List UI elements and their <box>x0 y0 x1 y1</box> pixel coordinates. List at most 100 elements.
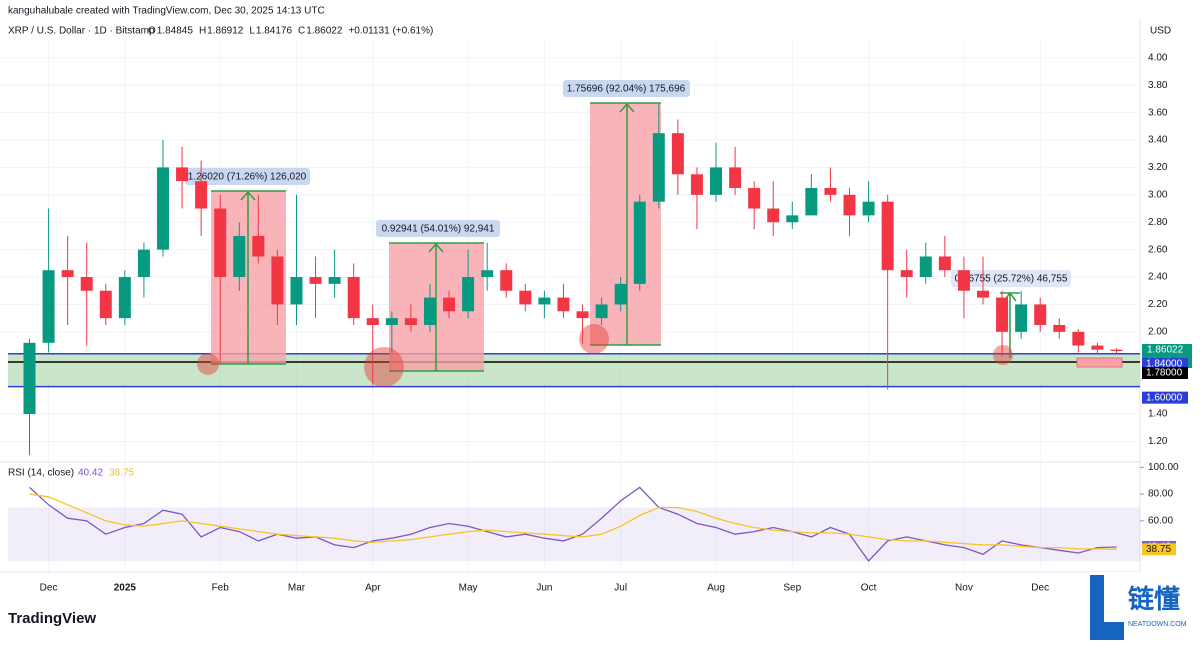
candle-body <box>900 270 913 278</box>
brand: TradingView <box>8 610 96 627</box>
currency: USD <box>1150 26 1171 37</box>
candle-body <box>271 256 284 305</box>
candle-body <box>862 201 875 216</box>
y-tick-label: 80.00 <box>1148 489 1173 500</box>
candle-body <box>805 187 818 216</box>
candle-body <box>1053 324 1066 332</box>
value-tag <box>1142 543 1176 556</box>
level-tag <box>1142 366 1188 379</box>
legend-value: 38.75 <box>109 468 134 479</box>
watermark-logo <box>1090 575 1124 640</box>
candle-body <box>328 277 341 284</box>
symbol: XRP / U.S. Dollar · 1D · Bitstamp <box>8 26 155 37</box>
x-tick-label: Nov <box>955 583 973 594</box>
marker-circle <box>993 345 1013 365</box>
x-tick-label: Jul <box>614 583 627 594</box>
candle-body <box>748 187 761 209</box>
candle-body <box>595 304 608 319</box>
candle-body <box>214 208 227 278</box>
candle-body <box>462 277 475 312</box>
y-tick-label: 60.00 <box>1148 515 1173 526</box>
x-tick-label: Feb <box>212 583 230 594</box>
candle-body <box>347 277 360 319</box>
rsi-band <box>8 507 1140 561</box>
measure-label: 0.46755 (25.72%) 46,755 <box>955 274 1068 285</box>
rsi-line <box>29 493 1117 550</box>
candle-body <box>1034 304 1047 325</box>
candle-body <box>614 283 627 305</box>
candle-body <box>23 342 36 415</box>
candle-body <box>824 187 837 195</box>
x-tick-label: Apr <box>365 583 381 594</box>
ohlc-value: 1.84845 <box>157 26 194 37</box>
candle-body <box>385 318 398 325</box>
candle-body <box>919 256 932 278</box>
candle-body <box>767 208 780 223</box>
candle-body <box>481 270 494 278</box>
value-tag-label: 38.75 <box>1146 544 1171 555</box>
measure-label: 0.92941 (54.01%) 92,941 <box>382 224 495 235</box>
measure-label-bg <box>185 168 310 185</box>
ohlc-value: 1.86912 <box>207 26 244 37</box>
candle-body <box>99 290 112 319</box>
level-label: 1.78000 <box>1146 368 1183 379</box>
candle-body <box>500 270 513 291</box>
candle-body <box>690 174 703 195</box>
measure-arrows <box>211 102 1020 372</box>
candle-body <box>137 249 150 278</box>
candle-body <box>633 201 646 284</box>
y-tick-label: 3.80 <box>1148 80 1168 91</box>
x-tick-label: Oct <box>861 583 877 594</box>
watermark-site: NEATDOWN.COM <box>1128 621 1187 628</box>
candle-body <box>309 277 322 284</box>
y-tick-label: 100.00 <box>1148 462 1179 473</box>
measure-label-bg <box>376 220 500 237</box>
y-tick-label: 3.40 <box>1148 135 1168 146</box>
y-tick-label: 1.20 <box>1148 436 1168 447</box>
candle-body <box>576 311 589 319</box>
candle-body <box>290 277 303 305</box>
y-tick-label: 3.00 <box>1148 189 1168 200</box>
marker-circle <box>197 353 219 375</box>
x-tick-label: Dec <box>1031 583 1049 594</box>
candle-body <box>881 201 894 271</box>
drawings: 1.26020 (71.26%) 126,020 0.92941 (54.01%… <box>185 80 1123 387</box>
level-tag <box>1142 357 1188 370</box>
y-tick-label: 2.60 <box>1148 244 1168 255</box>
support-zone <box>8 353 1140 387</box>
measure-label: 1.75696 (92.04%) 175,696 <box>567 84 686 95</box>
candle-body <box>252 235 265 257</box>
ohlc-key: O <box>148 26 156 37</box>
candle-body <box>118 277 131 319</box>
last-price: 1.86022 <box>1147 345 1184 356</box>
legend-value: 40.42 <box>78 468 103 479</box>
candle-body <box>80 277 93 291</box>
x-tick-label: May <box>459 583 478 594</box>
candle-body <box>557 297 570 312</box>
watermark: 链懂 <box>1128 584 1180 614</box>
y-tick-label: 4.00 <box>1148 52 1168 63</box>
change: +0.01131 (+0.61%) <box>348 26 433 37</box>
candle-body <box>538 297 551 305</box>
level-label: 1.84000 <box>1146 358 1183 369</box>
candle-body <box>977 290 989 298</box>
y-tick-label: 2.00 <box>1148 326 1168 337</box>
y-tick-label: 3.20 <box>1148 162 1168 173</box>
x-tick-label: Dec <box>40 583 58 594</box>
candle-body <box>996 297 1009 332</box>
marker-circle <box>579 324 609 354</box>
measure-label-bg <box>563 80 690 97</box>
candle-body <box>404 318 417 325</box>
candle-body <box>1015 304 1028 332</box>
candle-body <box>443 297 456 312</box>
ohlc-key: L <box>249 26 255 37</box>
y-tick-label: 2.80 <box>1148 217 1168 228</box>
candle-body <box>1110 349 1123 351</box>
candle-body <box>233 235 246 278</box>
candle-body <box>710 167 723 195</box>
candle-body <box>1091 345 1104 350</box>
candle-body <box>195 181 208 209</box>
candle-body <box>786 215 799 223</box>
